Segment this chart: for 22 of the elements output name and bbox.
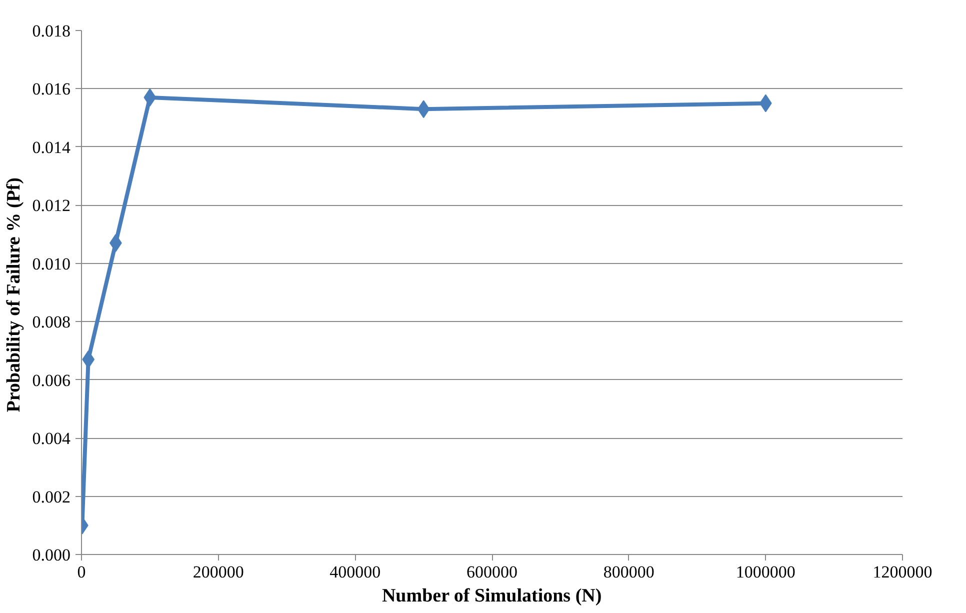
- x-tick-label: 400000: [330, 562, 381, 582]
- y-tick-label: 0.004: [32, 429, 71, 448]
- y-tick-label: 0.002: [32, 487, 70, 506]
- x-tick-label: 0: [77, 562, 86, 582]
- point: [144, 88, 156, 106]
- y-tick-label: 0.008: [32, 312, 70, 332]
- x-tick-label: 200000: [192, 562, 244, 582]
- x-tick-label: 800000: [603, 562, 654, 582]
- x-tick-label: 1000000: [736, 562, 796, 582]
- y-axis-title: Probability of Failure % (Pf): [3, 178, 24, 412]
- y-tick-label: 0.000: [32, 546, 70, 564]
- y-tick-label: 0.012: [32, 196, 70, 216]
- y-tick-label: 0.018: [32, 22, 70, 40]
- y-tick-label: 0.014: [32, 138, 71, 157]
- y-tick-label: 0.010: [32, 254, 70, 274]
- y-tick-label: 0.006: [32, 370, 70, 390]
- y-tick-label: 0.016: [32, 80, 70, 99]
- x-tick-label: 600000: [466, 562, 518, 582]
- x-tick-label: 1200000: [872, 562, 932, 582]
- x-axis-title: Number of Simulations (N): [382, 586, 602, 606]
- point: [417, 100, 430, 118]
- point: [82, 350, 95, 368]
